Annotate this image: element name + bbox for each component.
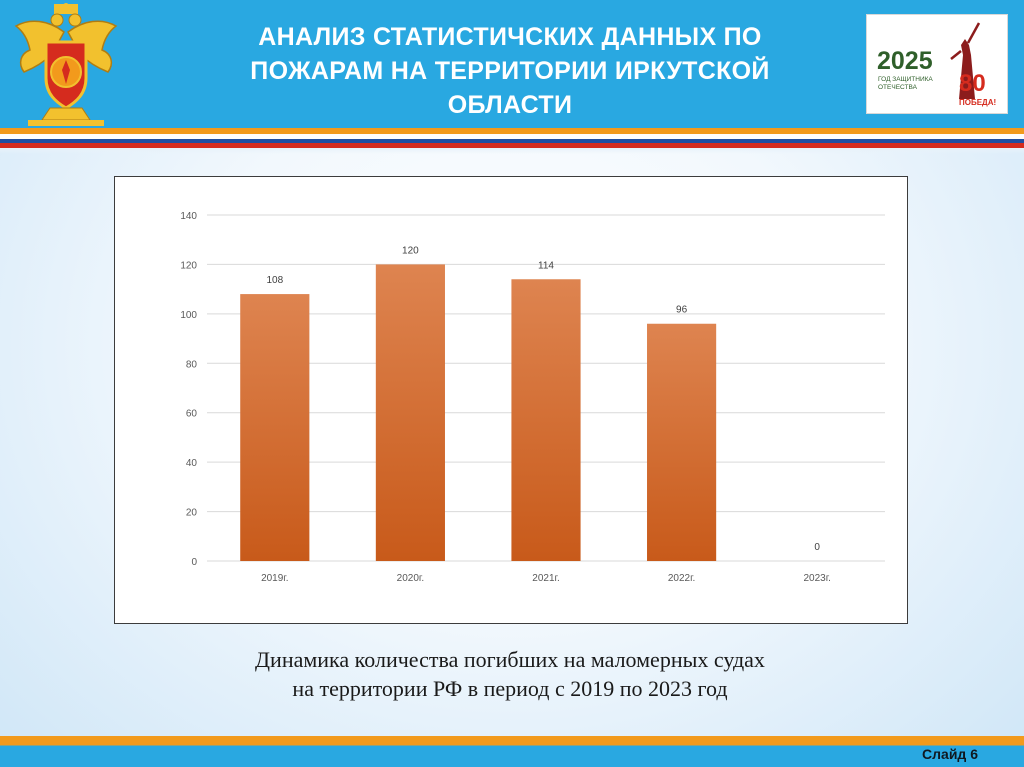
chart-container: 0 20 40 60 80 100 120 140 108 120 114 96 0 2019г. 20… xyxy=(114,176,908,624)
y-tick-label: 20 xyxy=(186,508,198,519)
y-tick-label: 40 xyxy=(186,458,198,469)
y-tick-label: 0 xyxy=(191,557,197,568)
y-tick-label: 80 xyxy=(186,359,198,370)
y-tick-label: 120 xyxy=(180,260,197,271)
motherland-calls-statue-icon xyxy=(950,22,981,99)
x-tick-label: 2019г. xyxy=(261,573,288,584)
year-badge: 2025 ГОД ЗАЩИТНИКА ОТЕЧЕСТВА 80 ПОБЕДА! xyxy=(866,14,1008,114)
stripe-blue xyxy=(0,139,1024,143)
badge-year: 2025 xyxy=(877,47,933,75)
bar xyxy=(240,294,310,561)
slide-number: Слайд 6 xyxy=(922,746,978,762)
slide-title-line-1: АНАЛИЗ СТАТИСТИЧСКИХ ДАННЫХ ПО xyxy=(258,23,762,51)
slide-title-line-3: ОБЛАСТИ xyxy=(447,91,573,119)
data-label: 108 xyxy=(266,275,283,286)
badge-victory: ПОБЕДА! xyxy=(959,98,996,107)
chart-caption-line-2: на территории РФ в период с 2019 по 2023… xyxy=(292,676,728,701)
badge-subtitle-line-2: ОТЕЧЕСТВА xyxy=(878,84,918,91)
y-tick-label: 60 xyxy=(186,409,198,420)
data-label: 96 xyxy=(676,305,688,316)
bar xyxy=(511,279,581,561)
data-label: 120 xyxy=(402,245,419,256)
data-label: 114 xyxy=(538,260,554,271)
bar xyxy=(375,264,445,561)
slide-title-line-2: ПОЖАРАМ НА ТЕРРИТОРИИ ИРКУТСКОЙ xyxy=(250,57,770,85)
y-tick-label: 100 xyxy=(180,310,197,321)
x-tick-label: 2022г. xyxy=(668,573,695,584)
footer-bar: Слайд 6 xyxy=(0,736,1024,767)
header-stripes xyxy=(0,128,1024,154)
stripe-light xyxy=(0,148,1024,154)
data-label: 0 xyxy=(814,542,820,553)
x-tick-label: 2021г. xyxy=(532,573,559,584)
slide-title: АНАЛИЗ СТАТИСТИЧСКИХ ДАННЫХ ПО ПОЖАРАМ Н… xyxy=(170,20,850,122)
stripe-orange xyxy=(0,128,1024,134)
year-badge-graphic: 2025 ГОД ЗАЩИТНИКА ОТЕЧЕСТВА 80 ПОБЕДА! xyxy=(877,22,996,107)
emergency-ministry-emblem-icon xyxy=(14,3,118,126)
bar xyxy=(647,323,717,561)
badge-subtitle-line-1: ГОД ЗАЩИТНИКА xyxy=(878,76,933,83)
stripe-white xyxy=(0,134,1024,139)
chart-caption: Динамика количества погибших на маломерн… xyxy=(150,645,870,703)
bar-chart: 0 20 40 60 80 100 120 140 108 120 114 96 0 2019г. 20… xyxy=(180,211,885,584)
stripe-red xyxy=(0,143,1024,148)
badge-anniversary: 80 xyxy=(959,70,986,97)
x-tick-label: 2020г. xyxy=(397,573,424,584)
chart-caption-line-1: Динамика количества погибших на маломерн… xyxy=(255,647,765,672)
x-tick-label: 2023г. xyxy=(803,573,830,584)
header-bar: АНАЛИЗ СТАТИСТИЧСКИХ ДАННЫХ ПО ПОЖАРАМ Н… xyxy=(0,0,1024,128)
y-tick-label: 140 xyxy=(180,211,197,222)
